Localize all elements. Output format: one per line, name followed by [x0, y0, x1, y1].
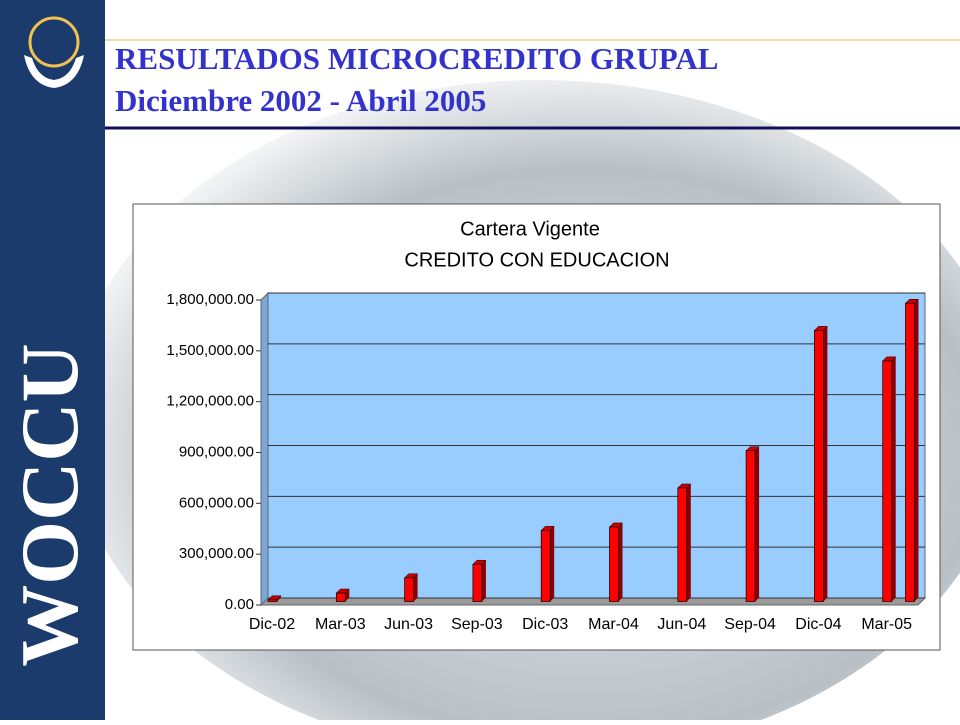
bar	[814, 330, 824, 602]
bar	[267, 599, 278, 602]
side-band	[0, 0, 105, 720]
y-tick-label: 1,200,000.00	[166, 393, 254, 410]
x-tick-label: Mar-03	[315, 616, 366, 633]
plot: 0.00 300,000.00 600,000.00 900,000.00 1,200,…	[166, 291, 927, 633]
bar-side	[413, 573, 418, 602]
bar	[540, 529, 551, 602]
y-tick-label: 1,800,000.00	[166, 291, 254, 308]
y-tick-label: 0.00	[225, 596, 254, 613]
slide-title: RESULTADOS MICROCREDITO GRUPAL	[115, 41, 718, 76]
x-tick-label: Mar-04	[588, 616, 639, 633]
bar-side	[686, 483, 691, 602]
slide-subtitle: Diciembre 2002 - Abril 2005	[115, 83, 486, 118]
side-text: WOCCU	[4, 343, 95, 666]
bar	[905, 302, 915, 602]
x-tick-label: Jun-03	[384, 616, 433, 633]
bar-side	[550, 526, 555, 602]
x-tick-label: Sep-04	[724, 616, 776, 633]
bar	[677, 487, 688, 602]
x-tick-label: Dic-04	[795, 616, 841, 633]
bar-side	[277, 595, 281, 602]
y-tick-label: 600,000.00	[179, 494, 254, 511]
bar	[745, 450, 756, 602]
plot-side-wall	[260, 291, 269, 607]
y-tick-label: 900,000.00	[179, 443, 254, 460]
bar-side	[914, 299, 919, 602]
logo-globe	[28, 16, 80, 68]
bar-side	[891, 356, 896, 602]
y-tick-label: 1,500,000.00	[166, 342, 254, 359]
bar-side	[755, 446, 760, 602]
bar	[472, 563, 483, 602]
x-tick-label: Sep-03	[451, 616, 503, 633]
chart-title: Cartera Vigente	[460, 218, 600, 240]
x-tick-label: Mar-05	[861, 616, 912, 633]
chart-subtitle: CREDITO CON EDUCACION	[404, 249, 669, 271]
x-tick-label: Jun-04	[657, 616, 706, 633]
bar-side	[618, 522, 623, 602]
bar	[404, 577, 414, 602]
bar	[335, 592, 346, 602]
y-tick-label: 300,000.00	[179, 545, 254, 562]
x-tick-label: Dic-02	[249, 616, 295, 633]
bar-side	[481, 560, 486, 602]
logo-box	[14, 14, 92, 90]
logo-hands	[24, 55, 84, 88]
bar	[882, 360, 893, 602]
bar-side	[823, 326, 828, 602]
x-tick-label: Dic-03	[522, 616, 568, 633]
bar	[609, 526, 619, 602]
